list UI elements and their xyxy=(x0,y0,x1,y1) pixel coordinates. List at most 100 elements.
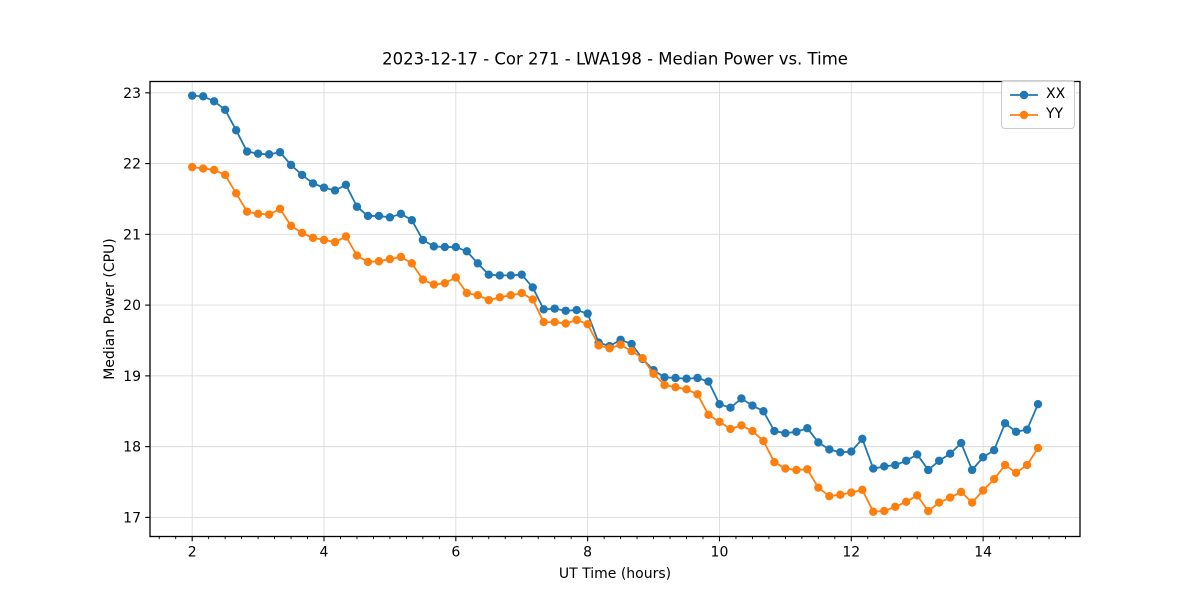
series-xx-marker xyxy=(836,448,845,457)
series-yy-marker xyxy=(945,493,955,502)
legend-item-xx: XX xyxy=(1009,86,1066,103)
series-xx-marker xyxy=(880,462,889,471)
series-yy-marker xyxy=(1000,460,1010,470)
series-xx-marker xyxy=(297,170,307,180)
series-yy-marker xyxy=(374,257,384,266)
series-yy-marker xyxy=(198,164,208,173)
series-xx-marker xyxy=(407,215,417,225)
series-xx-marker xyxy=(945,449,955,458)
series-yy-marker xyxy=(275,204,285,214)
legend-line-marker-xx xyxy=(1010,90,1038,99)
series-yy-marker xyxy=(825,491,834,501)
series-xx-marker xyxy=(495,271,504,280)
series-yy-marker xyxy=(528,295,537,304)
series-yy-marker xyxy=(627,346,636,356)
series-xx-marker xyxy=(715,399,724,409)
series-xx-marker xyxy=(187,91,197,100)
series-xx-marker xyxy=(825,445,834,454)
series-xx-marker xyxy=(341,180,351,190)
series-yy-marker xyxy=(956,487,966,497)
series-xx-marker xyxy=(803,424,812,433)
series-xx-marker xyxy=(363,211,373,221)
series-yy-line xyxy=(192,166,1039,513)
series-xx-marker xyxy=(330,186,340,195)
series-yy-marker xyxy=(385,254,395,264)
series-yy-marker xyxy=(297,228,307,238)
series-xx-marker xyxy=(781,428,790,438)
series-yy-marker xyxy=(1022,460,1032,470)
series-xx-marker xyxy=(209,97,219,106)
series-yy-marker xyxy=(737,421,746,430)
series-xx-marker xyxy=(308,179,318,188)
series-xx-marker xyxy=(352,202,362,211)
series-yy-marker xyxy=(506,291,515,300)
series-xx-marker xyxy=(1011,427,1021,436)
series-yy-marker xyxy=(989,474,999,484)
series-xx-marker xyxy=(242,147,252,156)
series-xx-marker xyxy=(440,242,450,252)
series-yy-marker xyxy=(495,293,504,302)
series-xx-marker xyxy=(660,373,669,382)
series-yy-marker xyxy=(286,221,296,231)
x-tick-label: 8 xyxy=(583,545,592,561)
series-xx-marker xyxy=(253,149,263,158)
series-yy-marker xyxy=(693,390,702,399)
series-xx-marker xyxy=(462,247,472,256)
x-tick-label: 14 xyxy=(974,545,992,561)
series-yy-marker xyxy=(440,278,450,288)
x-tick-label: 12 xyxy=(842,545,860,561)
series-yy-marker xyxy=(539,317,548,327)
series-yy-marker xyxy=(308,233,318,243)
series-yy-marker xyxy=(363,257,373,267)
series-xx-marker xyxy=(1033,399,1043,409)
series-xx-marker xyxy=(989,445,999,455)
series-xx-marker xyxy=(792,427,801,436)
series-xx-marker xyxy=(231,126,241,135)
series-xx-marker xyxy=(682,374,691,383)
series-xx-marker xyxy=(539,305,548,314)
series-yy-marker xyxy=(901,497,911,507)
series-xx-marker xyxy=(869,464,878,473)
series-xx-marker xyxy=(319,183,329,192)
series-xx-marker xyxy=(506,271,515,280)
series-yy-marker xyxy=(319,235,329,245)
series-xx-marker xyxy=(550,304,559,313)
series-yy-marker xyxy=(209,165,219,175)
chart-title: 2023-12-17 - Cor 271 - LWA198 - Median P… xyxy=(382,49,848,69)
series-yy-marker xyxy=(660,380,669,390)
series-xx-marker xyxy=(924,465,933,475)
x-tick-label: 2 xyxy=(188,545,197,561)
series-xx-marker xyxy=(814,438,823,447)
series-yy-marker xyxy=(330,237,340,247)
series-yy-marker xyxy=(616,340,625,349)
series-xx-marker xyxy=(275,148,285,157)
series-yy-marker xyxy=(418,275,428,284)
series-yy-marker xyxy=(792,465,801,475)
x-tick-label: 4 xyxy=(320,545,329,561)
series-yy-marker xyxy=(396,252,406,262)
series-yy-marker xyxy=(572,315,581,325)
series-xx-marker xyxy=(264,150,274,159)
series-xx-marker xyxy=(286,160,296,170)
series-yy-marker xyxy=(748,426,757,436)
series-xx-marker xyxy=(1022,425,1032,434)
y-axis-label: Median Power (CPU) xyxy=(102,238,118,380)
series-xx-marker xyxy=(693,373,702,383)
series-yy-marker xyxy=(352,251,362,260)
series-yy-marker xyxy=(484,295,493,305)
series-yy-marker xyxy=(220,170,230,180)
y-tick-label: 17 xyxy=(123,510,141,526)
series-xx-marker xyxy=(737,394,746,403)
series-yy-marker xyxy=(341,232,351,241)
series-xx-marker xyxy=(726,403,735,412)
series-xx-marker xyxy=(528,283,537,292)
series-xx-marker xyxy=(198,92,208,101)
legend-line-marker-yy xyxy=(1010,110,1038,119)
series-xx-marker xyxy=(572,305,581,315)
series-yy-marker xyxy=(967,498,977,507)
series-yy-marker xyxy=(649,369,658,378)
series-yy-marker xyxy=(429,280,439,289)
series-xx-marker xyxy=(956,438,966,448)
